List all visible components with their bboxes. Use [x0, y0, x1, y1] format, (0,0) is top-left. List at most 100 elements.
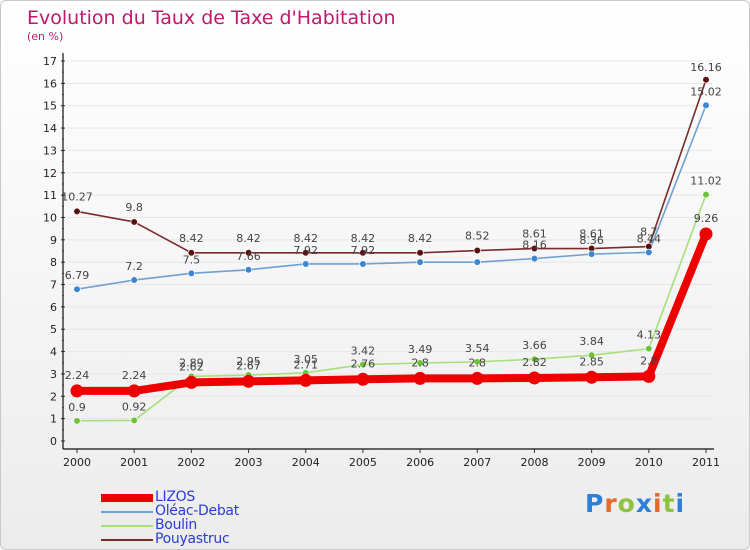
data-label: 8.7	[640, 226, 658, 239]
data-point	[699, 227, 713, 241]
data-label: 2.24	[65, 369, 90, 382]
data-label: 2.24	[122, 369, 147, 382]
x-tick-label: 2000	[63, 456, 91, 469]
data-label: 2.8	[640, 354, 658, 367]
data-point	[187, 249, 195, 257]
x-tick-label: 2003	[235, 456, 263, 469]
data-point	[416, 258, 424, 266]
data-point	[473, 246, 481, 255]
logo-letter: r	[604, 489, 618, 518]
data-point	[187, 269, 195, 277]
data-label: 2.89	[179, 356, 204, 369]
data-label: 7.5	[183, 253, 201, 266]
y-tick-label: 2	[50, 390, 57, 403]
data-label: 8.52	[465, 230, 490, 243]
data-label: 3.84	[579, 335, 604, 348]
legend-swatch	[101, 511, 153, 513]
data-label: 8.42	[293, 232, 318, 245]
x-tick-label: 2008	[520, 456, 548, 469]
legend-label: LIZOS	[155, 489, 195, 505]
data-point	[130, 416, 138, 425]
x-tick-label: 2010	[635, 456, 663, 469]
data-point	[473, 258, 481, 266]
data-label: 8.42	[179, 232, 204, 245]
data-label: 0.9	[68, 401, 86, 414]
data-point	[73, 285, 81, 293]
series-line-ol-ac-debat	[76, 104, 707, 291]
y-tick-label: 7	[50, 279, 57, 292]
data-label: 2.8	[411, 356, 429, 369]
data-point	[356, 372, 370, 386]
logo-letter: t	[662, 489, 676, 518]
y-tick-label: 3	[50, 368, 57, 381]
data-label: 4.13	[637, 329, 662, 342]
data-label: 2.67	[236, 359, 261, 372]
legend-swatch	[101, 525, 153, 527]
data-label: 11.02	[690, 175, 722, 188]
data-point	[702, 191, 710, 199]
data-label: 0.92	[122, 400, 147, 413]
data-label: 15.02	[690, 85, 722, 98]
data-point	[184, 375, 198, 389]
y-tick-label: 11	[43, 189, 57, 202]
x-tick-label: 2006	[406, 456, 434, 469]
data-point	[470, 371, 484, 385]
data-label: 7.2	[125, 260, 143, 273]
y-tick-label: 15	[43, 100, 57, 113]
data-point	[130, 218, 138, 226]
legend-swatch	[101, 539, 153, 541]
data-label: 8.36	[579, 234, 604, 247]
data-label: 8.42	[351, 232, 376, 245]
data-label: 3.54	[465, 342, 490, 355]
y-tick-label: 1	[50, 413, 57, 426]
data-point	[645, 345, 653, 353]
x-tick-label: 2011	[692, 456, 720, 469]
data-label: 3.66	[522, 339, 547, 352]
y-tick-label: 8	[50, 256, 57, 269]
data-point	[302, 249, 310, 257]
x-tick-label: 2007	[463, 456, 491, 469]
data-point	[645, 248, 653, 256]
legend-label: Boulin	[155, 517, 197, 533]
data-point	[413, 371, 427, 385]
data-label: 2.76	[351, 357, 376, 370]
logo-letter: i	[675, 489, 686, 518]
data-point	[73, 417, 81, 425]
proxiti-logo: Proxiti	[585, 489, 685, 518]
data-label: 2.85	[579, 355, 604, 368]
y-tick-label: 5	[50, 323, 57, 336]
data-point	[359, 260, 367, 268]
data-point	[642, 369, 656, 383]
data-point	[527, 371, 541, 385]
data-label: 8.42	[408, 232, 433, 245]
data-point	[127, 384, 141, 398]
data-label: 7.66	[236, 250, 261, 263]
y-tick-label: 9	[50, 234, 57, 247]
logo-letter: i	[653, 489, 663, 518]
data-point	[242, 374, 256, 388]
data-point	[416, 359, 424, 367]
data-point	[130, 276, 138, 284]
data-point	[588, 250, 596, 258]
y-tick-label: 16	[43, 77, 57, 90]
data-label: 3.05	[293, 353, 318, 366]
data-point	[73, 207, 81, 216]
x-tick-label: 2005	[349, 456, 377, 469]
data-point	[702, 76, 710, 84]
data-label: 8.42	[236, 232, 261, 245]
chart-title: Evolution du Taux de Taxe d'Habitation	[27, 7, 396, 29]
series-line-pouyastruc	[76, 79, 707, 254]
data-point	[530, 244, 539, 253]
data-labels: 10.27 9.8 8.42 8.42 8.42 8.42 8.42 8.52 8.61 8.61…	[61, 61, 722, 414]
data-point	[585, 370, 599, 384]
data-label: 16.16	[690, 61, 722, 74]
y-tick-label: 4	[50, 346, 57, 359]
data-label: 2.8	[469, 356, 487, 369]
x-tick-label: 2004	[292, 456, 320, 469]
y-tick-label: 12	[43, 167, 57, 180]
logo-letter: P	[585, 489, 605, 518]
series-lines	[76, 79, 710, 422]
data-point	[530, 355, 539, 363]
